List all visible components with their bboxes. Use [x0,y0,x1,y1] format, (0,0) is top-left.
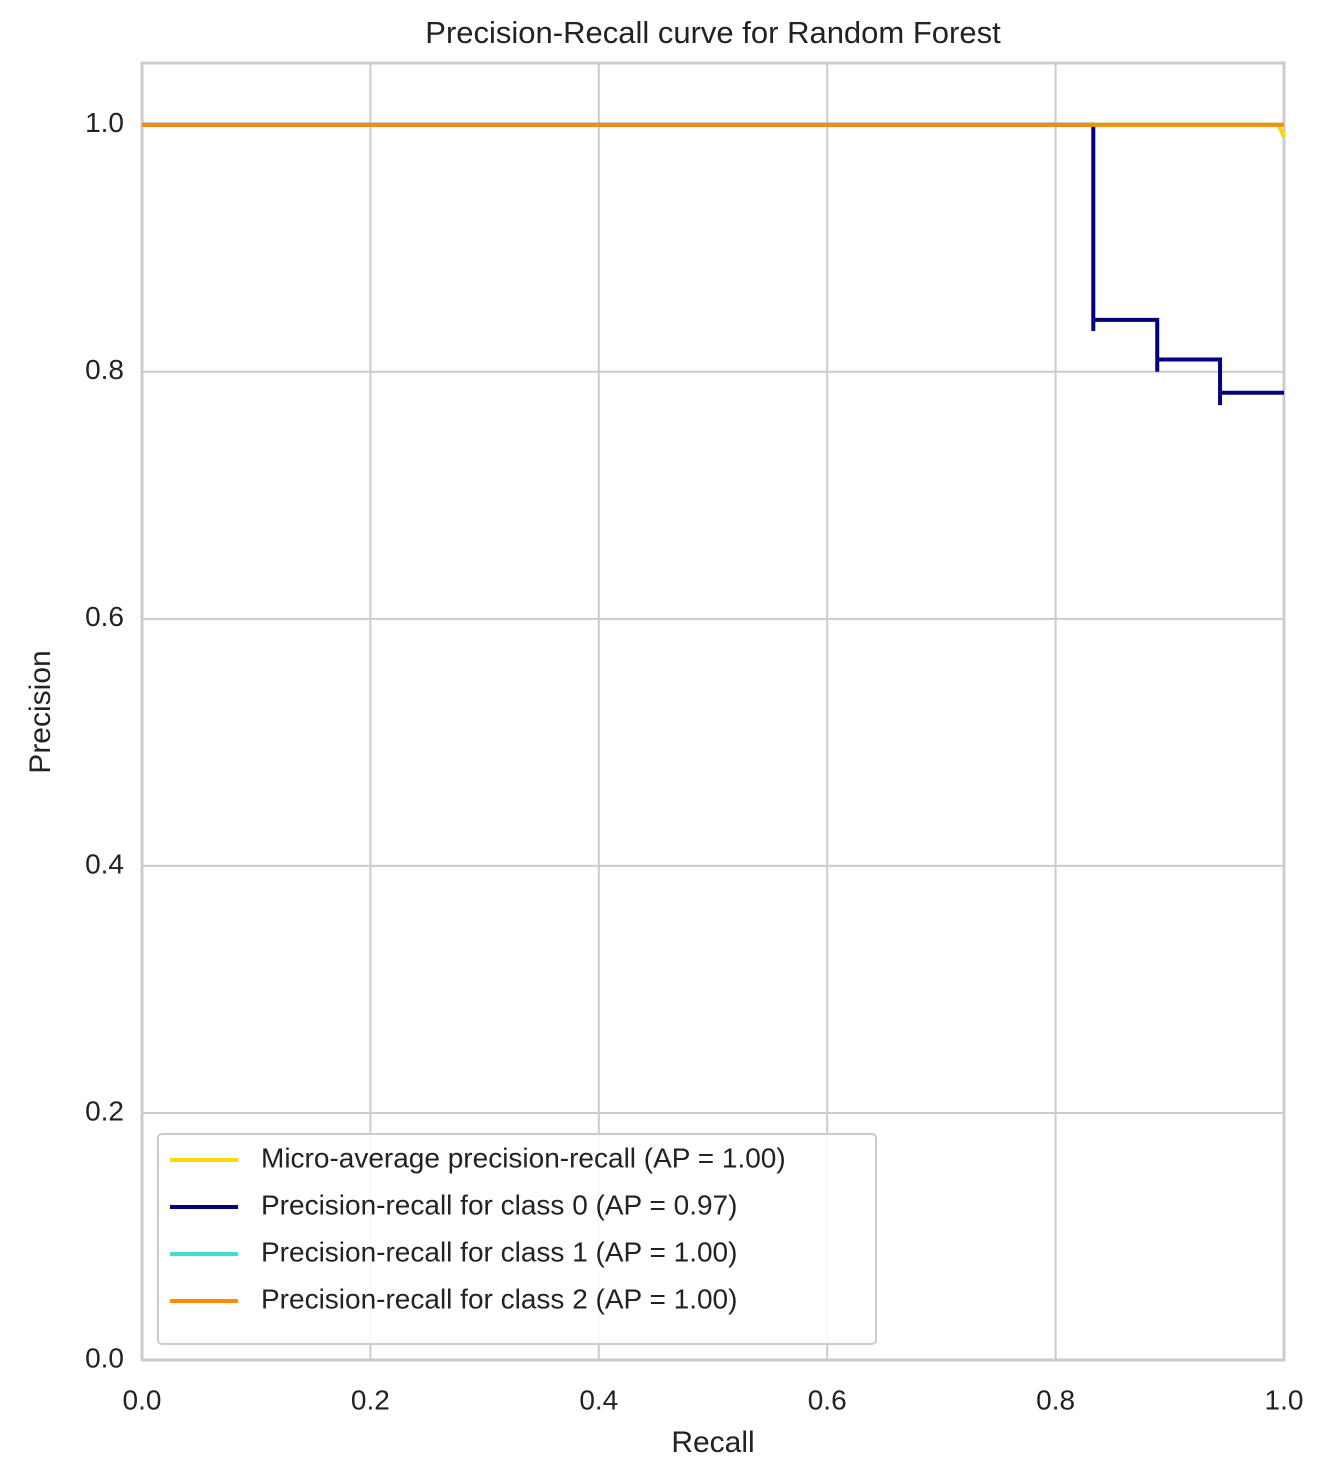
x-tick-label: 0.6 [808,1384,847,1415]
series-line [142,122,1284,406]
legend-label: Precision-recall for class 2 (AP = 1.00) [261,1283,737,1314]
y-tick-label: 0.8 [85,354,124,385]
y-axis-label: Precision [24,650,57,773]
x-tick-label: 0.8 [1036,1384,1075,1415]
y-tick-label: 0.6 [85,601,124,632]
y-tick-label: 0.2 [85,1095,124,1126]
legend-label: Precision-recall for class 1 (AP = 1.00) [261,1236,737,1267]
legend-label: Micro-average precision-recall (AP = 1.0… [261,1142,786,1173]
x-tick-label: 0.0 [123,1384,162,1415]
x-tick-label: 1.0 [1265,1384,1304,1415]
x-tick-label: 0.4 [579,1384,618,1415]
chart-title: Precision-Recall curve for Random Forest [425,15,1001,50]
y-tick-label: 0.4 [85,848,124,879]
plot-frame [140,61,1286,1362]
y-tick-label: 1.0 [85,107,124,138]
legend-label: Precision-recall for class 0 (AP = 0.97) [261,1189,737,1220]
legend-box [157,1133,877,1345]
x-tick-label: 0.2 [351,1384,390,1415]
x-axis-label: Recall [671,1426,754,1459]
y-tick-label: 0.0 [85,1342,124,1373]
